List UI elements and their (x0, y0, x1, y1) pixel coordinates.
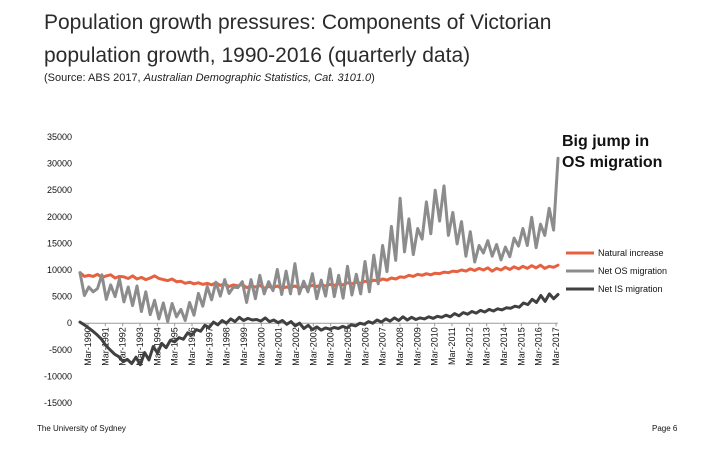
x-tick-label: Mar-2016 (534, 327, 544, 366)
x-tick-label: Mar-1997 (204, 327, 214, 366)
y-tick-label: -10000 (44, 371, 72, 381)
y-tick-label: 0 (67, 318, 72, 328)
x-tick-label: Mar-2013 (482, 327, 492, 366)
series-line-net-os-migration (78, 156, 560, 324)
y-tick-label: 30000 (47, 159, 72, 169)
chart-series (78, 156, 560, 367)
chart-axes: 35000 30000 25000 20000 15000 10000 5000 0 -5000… (44, 132, 561, 408)
x-tick-label: Mar-1993 (135, 327, 145, 366)
x-tick-label: Mar-2009 (412, 327, 422, 366)
x-tick-label: Mar-2012 (464, 327, 474, 366)
y-tick-label: 25000 (47, 185, 72, 195)
x-tick-label: Mar-2000 (256, 327, 266, 366)
x-tick-label: Mar-1998 (222, 327, 232, 366)
x-tick-label: Mar-2003 (308, 327, 318, 366)
chart-legend: Natural increase Net OS migration Net IS m… (566, 248, 667, 294)
footer-institution: The University of Sydney (37, 424, 126, 433)
y-tick-label: -5000 (49, 345, 72, 355)
legend-label: Natural increase (598, 248, 664, 258)
y-tick-label: 15000 (47, 238, 72, 248)
page-title: Population growth pressures: Components … (44, 6, 704, 72)
x-tick-label: Mar-2001 (274, 327, 284, 366)
x-tick-label: Mar-1996 (187, 327, 197, 366)
source-prefix: (Source: ABS 2017, (44, 72, 144, 84)
title-line-1: Population growth pressures: Components … (44, 11, 552, 34)
x-tick-label: Mar-2010 (430, 327, 440, 366)
y-tick-label: 5000 (52, 292, 72, 302)
source-publication: Australian Demographic Statistics, Cat. … (143, 72, 372, 84)
x-tick-label: Mar-1994 (152, 327, 162, 366)
x-tick-label: Mar-2015 (516, 327, 526, 366)
annotation-line-1: Big jump in (562, 133, 650, 150)
x-tick-label: Mar-2007 (378, 327, 388, 366)
y-tick-label: -15000 (44, 398, 72, 408)
title-line-2: population growth, 1990-2016 (quarterly … (44, 44, 471, 67)
x-tick-label: Mar-2008 (395, 327, 405, 366)
x-tick-label: Mar-1992 (118, 327, 128, 366)
x-tick-label: Mar-2006 (360, 327, 370, 366)
x-tick-label: Mar-2017 (551, 327, 561, 366)
annotation-line-2: OS migration (562, 154, 663, 171)
page-number: Page 6 (652, 424, 678, 433)
x-tick-label: Mar-2011 (447, 327, 457, 365)
x-tick-label: Mar-1995 (170, 327, 180, 366)
series-line-net-is-migration (78, 292, 560, 367)
source-citation: (Source: ABS 2017, Australian Demographi… (44, 72, 375, 84)
x-tick-label: Mar-2005 (343, 327, 353, 366)
chart-annotation: Big jump in OS migration (562, 131, 662, 173)
y-tick-label: 10000 (47, 265, 72, 275)
legend-label: Net OS migration (598, 266, 667, 276)
x-tick-label: Mar-1990 (83, 327, 93, 366)
x-tick-label: Mar-2002 (291, 327, 301, 366)
source-suffix: ) (371, 72, 375, 84)
legend-label: Net IS migration (598, 284, 663, 294)
x-tick-label: Mar-2014 (499, 327, 509, 366)
x-tick-label: Mar-2004 (326, 327, 336, 366)
x-tick-label: Mar-1999 (239, 327, 249, 366)
y-tick-label: 35000 (47, 132, 72, 142)
y-tick-label: 20000 (47, 212, 72, 222)
